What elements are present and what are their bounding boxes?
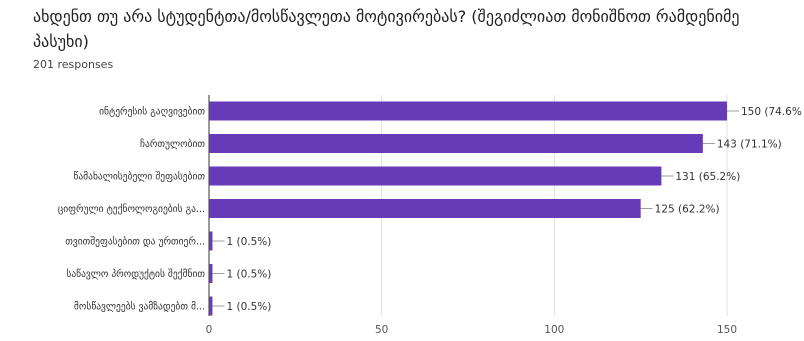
data-label: 143 (71.1%): [717, 139, 782, 151]
data-label: 1 (0.5%): [226, 301, 271, 313]
data-label: 125 (62.2%): [655, 204, 720, 216]
x-tick-label: 50: [375, 324, 388, 336]
category-label: თვითშეფასებით და ურთიერ...: [65, 237, 205, 248]
category-label: ციფრული ტექნოლოგიების გა...: [58, 204, 205, 215]
category-label: მოსწავლეებს ვამზადებთ მ...: [74, 302, 205, 313]
bar: [209, 134, 703, 153]
category-label: წამახალისებელი შეფასებით: [73, 172, 205, 183]
data-label: 150 (74.6%: [741, 106, 802, 118]
response-count: 201 responses: [33, 58, 114, 71]
data-label: 131 (65.2%): [675, 171, 740, 183]
bar: [209, 199, 641, 218]
category-label: საწავლო პროდუქტის შექმნით: [66, 269, 205, 280]
x-tick-label: 150: [717, 324, 737, 336]
data-label: 1 (0.5%): [226, 236, 271, 248]
category-label: ჩართულობით: [140, 139, 205, 150]
data-label: 1 (0.5%): [226, 269, 271, 281]
bar: [209, 101, 727, 121]
category-label: ინტერესის გაღვივებით: [99, 107, 205, 118]
bar: [209, 166, 662, 186]
bar: [209, 264, 213, 283]
bar: [209, 296, 213, 316]
bar: [209, 231, 213, 251]
x-tick-label: 100: [544, 324, 564, 336]
question-title: ახდენთ თუ არა სტუდენტთა/მოსწავლეთა მოტივ…: [33, 7, 740, 51]
x-tick-label: 0: [206, 324, 213, 336]
